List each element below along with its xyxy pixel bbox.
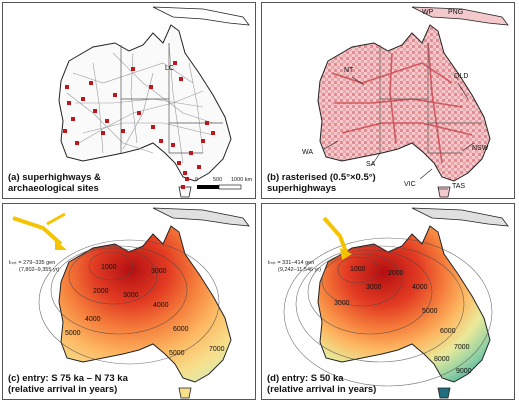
archaeological-site-marker	[149, 85, 153, 89]
caption-c-line2: (relative arrival in years)	[8, 384, 118, 395]
archaeological-site-marker	[121, 129, 125, 133]
label-nsw: NSW	[472, 145, 489, 152]
archaeological-site-marker	[197, 165, 201, 169]
archaeological-site-marker	[63, 129, 67, 133]
archaeological-site-marker	[89, 81, 93, 85]
archaeological-site-marker	[181, 185, 185, 189]
tmrt-d-line2: (9,242–11,546 yr)	[278, 267, 322, 273]
map-b	[317, 6, 509, 198]
archaeological-site-marker	[183, 171, 187, 175]
caption-d-line1: (d) entry: S 50 ka	[267, 373, 344, 384]
caption-b-line2: superhighways	[267, 183, 337, 194]
contour-d-5: 5000	[422, 308, 438, 315]
contour-c-4: 4000	[153, 302, 169, 309]
caption-c-line1: (c) entry: S 75 ka – N 73 ka	[8, 373, 128, 384]
panel-entry-c: tₘᵣₜ = 279–335 gen (7,802–9,355 yr) 1000…	[2, 203, 256, 400]
contour-d-9: 9000	[456, 368, 472, 375]
archaeological-site-marker	[65, 85, 69, 89]
label-wa: WA	[302, 149, 314, 156]
label-png: PNG	[448, 9, 464, 16]
contour-d-7: 7000	[454, 344, 470, 351]
contour-d-4: 4000	[412, 284, 428, 291]
archaeological-site-marker	[201, 139, 205, 143]
archaeological-site-marker	[151, 125, 155, 129]
caption-b-line1: (b) rasterised (0.5°×0.5°)	[267, 172, 376, 183]
caption-a-line2: archaeological sites	[8, 183, 99, 194]
archaeological-site-marker	[159, 139, 163, 143]
archaeological-site-marker	[67, 101, 71, 105]
archaeological-site-marker	[185, 177, 189, 181]
label-nt: NT	[344, 67, 354, 74]
label-tas: TAS	[452, 183, 466, 190]
archaeological-site-marker	[75, 141, 79, 145]
label-sa: SA	[366, 161, 376, 168]
archaeological-site-marker	[177, 161, 181, 165]
archaeological-site-marker	[71, 117, 75, 121]
contour-c-1: 1000	[101, 264, 117, 271]
panel-superhighways-sites: LC 0 500 1000 km (a) superhighways & arc…	[2, 2, 256, 199]
contour-c-8: 7000	[209, 346, 225, 353]
tmrt-c-line1: tₘᵣₜ = 279–335 gen	[9, 260, 56, 266]
caption-a-line1: (a) superhighways &	[8, 172, 101, 183]
contour-c-9: 5000	[169, 350, 185, 357]
contour-c-2: 2000	[93, 288, 109, 295]
map-a	[58, 6, 250, 198]
contour-d-10: 3000	[366, 284, 382, 291]
archaeological-site-marker	[171, 143, 175, 147]
map-d	[283, 207, 509, 399]
panel-entry-d: tₘᵣₜ = 331–414 gen (9,242–11,546 yr) 100…	[261, 203, 515, 400]
caption-d-line2: (relative arrival in years)	[267, 384, 377, 395]
archaeological-site-marker	[205, 121, 209, 125]
scale-mid: 500	[213, 177, 223, 183]
contour-c-6: 5000	[65, 330, 81, 337]
scale-zero: 0	[195, 177, 199, 183]
archaeological-site-marker	[81, 97, 85, 101]
contour-c-7: 6000	[173, 326, 189, 333]
contour-d-1: 1000	[350, 266, 366, 273]
label-wp: WP	[422, 9, 434, 16]
contour-c-5: 4000	[85, 316, 101, 323]
contour-c-10: 3000	[123, 292, 139, 299]
label-vic: VIC	[404, 181, 416, 188]
contour-d-3: 3000	[334, 300, 350, 307]
archaeological-site-marker	[131, 67, 135, 71]
archaeological-site-marker	[173, 61, 177, 65]
archaeological-site-marker	[189, 151, 193, 155]
label-lc: LC	[165, 65, 174, 72]
archaeological-site-marker	[137, 111, 141, 115]
archaeological-site-marker	[93, 109, 97, 113]
archaeological-site-marker	[105, 119, 109, 123]
archaeological-site-marker	[179, 77, 183, 81]
archaeological-site-marker	[211, 131, 215, 135]
archaeological-site-marker	[101, 131, 105, 135]
contour-c-3: 3000	[151, 268, 167, 275]
label-qld: QLD	[454, 73, 469, 80]
contour-d-8: 8000	[434, 356, 450, 363]
contour-d-2: 2000	[388, 270, 404, 277]
contour-d-6: 6000	[440, 328, 456, 335]
scale-end: 1000 km	[231, 177, 253, 183]
tmrt-c-line2: (7,802–9,355 yr)	[19, 267, 60, 273]
map-c	[12, 207, 250, 399]
archaeological-site-marker	[113, 93, 117, 97]
panel-rasterised: WP PNG NT QLD WA SA NSW VIC TAS (b) rast…	[261, 2, 515, 199]
tmrt-d-line1: tₘᵣₜ = 331–414 gen	[268, 260, 315, 266]
